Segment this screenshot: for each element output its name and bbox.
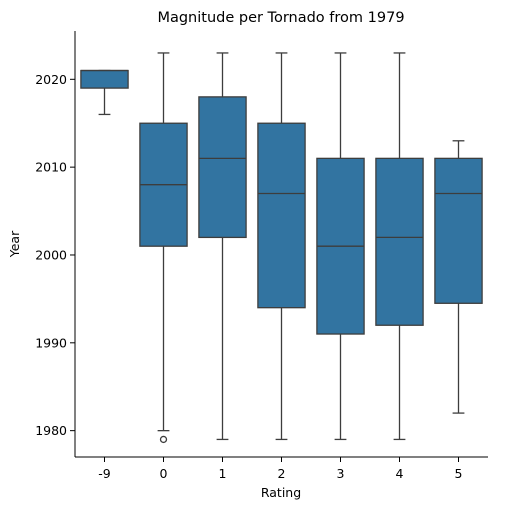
- x-tick-label: 2: [278, 466, 286, 481]
- y-axis-label: Year: [7, 230, 22, 258]
- x-tick-label: 5: [455, 466, 463, 481]
- y-tick-label: 2000: [35, 247, 67, 262]
- box-group-4: [375, 52, 424, 441]
- box-iqr: [434, 157, 483, 304]
- outlier-point: [159, 435, 168, 444]
- x-tick-label: 3: [337, 466, 345, 481]
- box-group-5: [434, 140, 483, 414]
- box-group-0: [139, 52, 188, 444]
- y-tick-label: 1980: [35, 423, 67, 438]
- x-axis-label: Rating: [261, 485, 301, 500]
- x-tick-label: 4: [396, 466, 404, 481]
- box-group--9: [80, 69, 129, 116]
- chart-title: Magnitude per Tornado from 1979: [157, 10, 404, 26]
- box-iqr: [80, 69, 129, 89]
- box-series: [80, 52, 483, 444]
- box-group-2: [257, 52, 306, 441]
- x-tick-label: 0: [160, 466, 168, 481]
- y-tick-label: 2020: [35, 72, 67, 87]
- box-group-3: [316, 52, 365, 441]
- x-axis-ticks: -9 0 1 2 3 4 5: [98, 457, 462, 481]
- box-group-1: [198, 52, 247, 441]
- box-iqr: [375, 157, 424, 326]
- y-axis-ticks: 1980 1990 2000 2010 2020: [35, 72, 75, 438]
- y-tick-label: 1990: [35, 335, 67, 350]
- box-iqr: [257, 122, 306, 309]
- y-tick-label: 2010: [35, 160, 67, 175]
- x-tick-label: -9: [98, 466, 111, 481]
- box-iqr: [198, 96, 247, 239]
- x-tick-label: 1: [219, 466, 227, 481]
